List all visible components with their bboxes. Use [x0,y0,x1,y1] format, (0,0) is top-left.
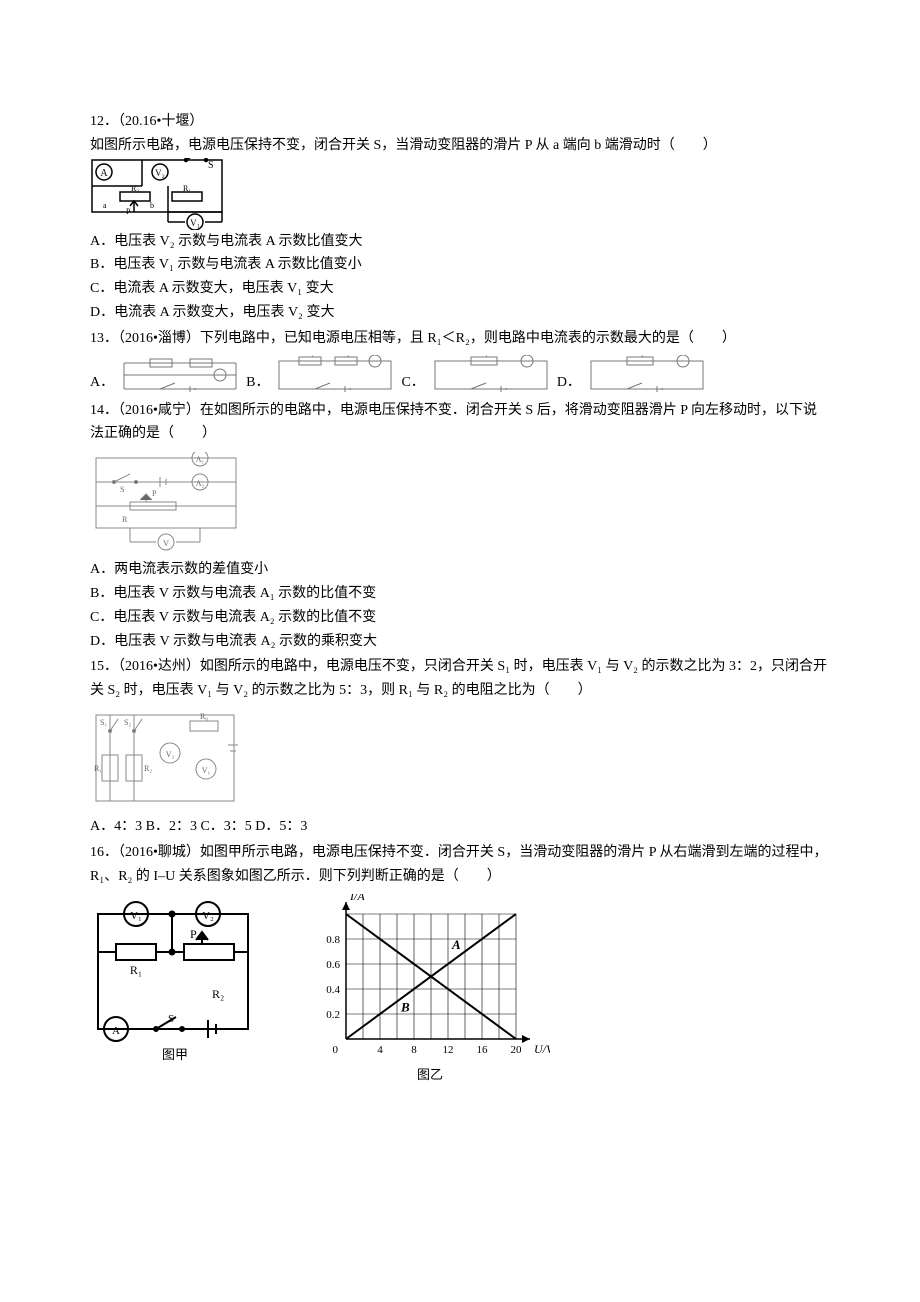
q14-figure: A₁ S A₂ P R [90,452,830,552]
svg-text:R₂: R₂ [144,764,152,773]
svg-text:S: S [208,160,214,171]
q13-labelA: A． [90,371,114,397]
q13-stem: 13．（2016•淄博）下列电路中，已知电源电压相等，且 R₁＜R₂，则电路中电… [90,331,736,346]
svg-text:R₁: R₁ [94,764,102,773]
svg-text:A: A [451,937,461,952]
q14-stem: 14．（2016•咸宁）在如图所示的电路中，电源电压保持不变．闭合开关 S 后，… [90,403,817,442]
q16-graph-block: 4 8 12 16 20 0.2 0.4 0.6 0.8 0 U/V I/A A B 图乙 [310,894,550,1086]
question-16: 16．（2016•聊城）如图甲所示电路，电源电压保持不变．闭合开关 S，当滑动变… [90,841,830,1087]
q16-circuit-block: V₁ V₂ R₁ P R₂ [90,894,260,1066]
q12-optB: B．电压表 V₁ 示数与电流表 A 示数比值变小 [90,253,830,277]
svg-text:A: A [112,1025,120,1037]
svg-text:R₂: R₂ [343,355,351,357]
question-15: 15．（2016•达州）如图所示的电路中，电源电压不变，只闭合开关 S₁ 时，电… [90,655,830,838]
svg-text:R₀: R₀ [200,712,208,721]
q15-options: A．4：3 B．2：3 C．3：5 D．5：3 [90,815,830,839]
q16-stem: 16．（2016•聊城）如图甲所示电路，电源电压保持不变．闭合开关 S，当滑动变… [90,845,827,884]
svg-text:R₁: R₁ [130,963,142,977]
q12-options: A．电压表 V₂ 示数与电流表 A 示数比值变大 B．电压表 V₁ 示数与电流表… [90,230,830,325]
svg-text:U/V: U/V [534,1042,550,1056]
svg-text:16: 16 [477,1044,489,1056]
svg-text:8: 8 [411,1044,417,1056]
svg-text:20: 20 [511,1044,523,1056]
svg-text:R₁: R₁ [480,355,487,357]
q13-labelC: C． [401,371,424,397]
svg-text:P: P [152,489,157,498]
q15-stem: 15．（2016•达州）如图所示的电路中，电源电压不变，只闭合开关 S₁ 时，电… [90,659,827,698]
svg-text:0.4: 0.4 [326,984,340,996]
svg-text:0.2: 0.2 [326,1009,340,1021]
question-12: 12．（20.16•十堰）如图所示电路，电源电压保持不变，闭合开关 S，当滑动变… [90,110,830,325]
q13-figA [120,355,240,397]
svg-text:12: 12 [443,1044,454,1056]
svg-text:S: S [120,485,124,494]
q13-figD: R₂ [587,355,707,397]
svg-text:0.8: 0.8 [326,934,340,946]
svg-text:b: b [150,201,154,210]
svg-text:R₁: R₁ [183,184,191,193]
svg-text:V₂: V₂ [166,750,175,759]
q13-figB: R₁ R₂ [275,355,395,397]
svg-text:R: R [122,515,128,524]
q15-figure: S₁ S₂ R₀ R₁ R₂ V₂ [90,709,830,809]
svg-text:A: A [100,168,108,179]
svg-text:V₁: V₁ [130,910,142,922]
svg-text:A₁: A₁ [196,455,205,464]
svg-text:0.6: 0.6 [326,959,340,971]
q13-labelD: D． [557,371,581,397]
svg-text:0: 0 [333,1044,339,1056]
svg-text:a: a [103,201,107,210]
svg-text:R₂: R₂ [212,987,224,1001]
q16-graph: 4 8 12 16 20 0.2 0.4 0.6 0.8 0 U/V I/A A B [310,894,550,1064]
q16-cap2: 图乙 [417,1064,443,1086]
q12-stem: 12．（20.16•十堰）如图所示电路，电源电压保持不变，闭合开关 S，当滑动变… [90,114,717,153]
svg-text:S₂: S₂ [124,718,131,727]
svg-text:S₁: S₁ [100,718,107,727]
q12-optD: D．电流表 A 示数变大，电压表 V₂ 变大 [90,301,830,325]
svg-text:P: P [190,927,197,941]
question-13: 13．（2016•淄博）下列电路中，已知电源电压相等，且 R₁＜R₂，则电路中电… [90,327,830,397]
q14-options: A．两电流表示数的差值变小 B．电压表 V 示数与电流表 A₁ 示数的比值不变 … [90,558,830,653]
svg-text:4: 4 [377,1044,383,1056]
q14-optB: B．电压表 V 示数与电流表 A₁ 示数的比值不变 [90,582,830,606]
svg-text:V: V [163,539,169,548]
q13-labelB: B． [246,371,269,397]
q13-figC: R₁ [431,355,551,397]
svg-text:R₂: R₂ [636,355,644,357]
q16-circuit: V₁ V₂ R₁ P R₂ [90,894,260,1044]
q14-optA: A．两电流表示数的差值变小 [90,558,830,582]
svg-text:P: P [126,207,131,216]
q13-figures: A． B． R₁ R₂ [90,355,830,397]
svg-text:V₂: V₂ [202,910,214,922]
question-14: 14．（2016•咸宁）在如图所示的电路中，电源电压保持不变．闭合开关 S 后，… [90,399,830,654]
svg-text:S: S [168,1013,174,1025]
q14-optD: D．电压表 V 示数与电流表 A₂ 示数的乘积变大 [90,630,830,654]
svg-text:R₁: R₁ [307,355,314,357]
svg-text:B: B [400,1000,410,1015]
svg-text:R₂: R₂ [131,184,139,193]
q16-cap1: 图甲 [162,1044,188,1066]
svg-text:I/A: I/A [349,894,365,903]
q14-optC: C．电压表 V 示数与电流表 A₂ 示数的比值不变 [90,606,830,630]
svg-text:A₂: A₂ [196,479,205,488]
svg-text:V₂: V₂ [155,168,165,178]
q12-optC: C．电流表 A 示数变大，电压表 V₁ 变大 [90,277,830,301]
svg-text:V₁: V₁ [202,766,211,775]
q12-optA: A．电压表 V₂ 示数与电流表 A 示数比值变大 [90,230,830,254]
q12-figure: A V₂ S R₂ a b P R₁ [90,158,830,230]
svg-text:V₁: V₁ [190,218,200,228]
